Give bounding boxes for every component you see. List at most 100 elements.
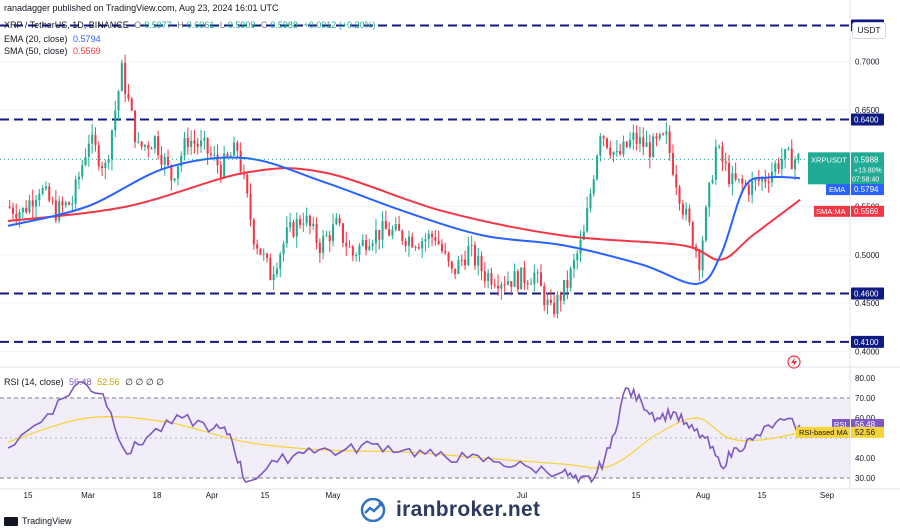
candle-body [114, 110, 117, 131]
candle-body [176, 166, 179, 179]
candle-body [596, 155, 599, 180]
candle-body [434, 237, 437, 241]
candle-body [490, 273, 493, 285]
candle-body [371, 243, 374, 247]
candle-body [361, 239, 364, 246]
candle-body [457, 259, 460, 274]
candle-body [216, 154, 219, 166]
low-label: L [219, 20, 225, 30]
ema-legend[interactable]: EMA (20, close) 0.5794 [4, 34, 104, 44]
indicator-name-bg [814, 205, 850, 217]
sma-legend[interactable]: SMA (50, close) 0.5569 [4, 46, 104, 56]
candle-body [794, 159, 797, 170]
rsi-value: 56.48 [855, 420, 876, 429]
low-value: 0.5909 [227, 20, 256, 30]
candle-body [335, 218, 338, 225]
candle-body [107, 158, 110, 163]
candle-body [444, 251, 447, 253]
time-tick-label: Sep [820, 491, 835, 500]
candle-body [523, 267, 526, 283]
candle-body [589, 193, 592, 209]
candle-body [586, 208, 589, 232]
candle-body [289, 222, 292, 228]
candle-body [170, 165, 173, 181]
candle-body [299, 219, 302, 225]
last-price-symbol: XRPUSDT [811, 155, 847, 164]
candle-body [708, 182, 711, 208]
candle-body [635, 132, 638, 144]
candle-body [272, 274, 275, 281]
candle-body [721, 146, 724, 162]
price-pane[interactable] [0, 24, 850, 343]
candle-body [87, 143, 90, 157]
candle-body [381, 221, 384, 240]
candle-body [404, 240, 407, 246]
candle-body [757, 179, 760, 182]
time-tick-label: 18 [153, 491, 162, 500]
indicator-value-bg [851, 205, 884, 217]
candle-body [104, 162, 107, 169]
rsi-ma-legend-value: 52.56 [97, 377, 120, 387]
candle-body [724, 161, 727, 164]
rsi-line [7, 381, 801, 484]
candle-body [421, 241, 424, 249]
candle-body [259, 248, 262, 255]
candle-body [374, 229, 377, 244]
candle-body [117, 91, 120, 111]
candle-body [761, 178, 764, 182]
rsi-pane[interactable] [0, 381, 850, 484]
candle-body [516, 271, 519, 290]
time-tick-label: Mar [81, 491, 95, 500]
candle-body [533, 272, 536, 284]
indicator-name-bg [826, 184, 850, 196]
price-tick-label: 0.6500 [855, 106, 880, 115]
candle-body [269, 257, 272, 281]
candle-body [305, 215, 308, 224]
candle-body [322, 236, 325, 254]
candle-body [77, 176, 80, 180]
candle-body [440, 244, 443, 252]
lightning-icon [787, 355, 801, 369]
candle-body [411, 236, 414, 248]
candle-body [394, 224, 397, 230]
ema20-line [7, 156, 801, 285]
candle-body [213, 154, 216, 156]
candle-body [219, 165, 222, 178]
candle-body [678, 187, 681, 204]
candle-body [642, 137, 645, 147]
symbol-title[interactable]: XRP / TetherUS, 1D, BINANCE [4, 20, 129, 30]
candle-body [688, 208, 691, 223]
candle-body [787, 148, 790, 150]
candle-body [602, 136, 605, 139]
rsi-name: RSI [834, 420, 847, 429]
level-label: 0.4100 [854, 338, 879, 347]
candle-body [625, 141, 628, 147]
candle-body [473, 244, 476, 266]
rsi-ma-value-bg [851, 426, 884, 438]
publisher-text: ranadagger published on TradingView.com,… [4, 3, 279, 13]
candle-body [747, 184, 750, 195]
candle-body [351, 246, 354, 256]
high-label: H [177, 20, 184, 30]
candle-body [447, 252, 450, 262]
currency-button[interactable]: USDT [852, 22, 886, 39]
candle-body [691, 222, 694, 247]
candle-body [559, 294, 562, 301]
tradingview-logo-icon [4, 516, 18, 526]
indicator-value-bg [851, 184, 884, 196]
candle-body [8, 206, 11, 208]
candle-body [668, 131, 671, 153]
candle-body [681, 203, 684, 215]
rsi-tick-label: 30.00 [855, 474, 876, 483]
candle-body [315, 223, 318, 243]
candle-body [18, 212, 21, 219]
candle-body [127, 93, 130, 99]
rsi-legend[interactable]: RSI (14, close) 56.48 52.56 ∅ ∅ ∅ ∅ [4, 377, 167, 388]
candle-body [566, 280, 569, 288]
price-tick-label: 0.4000 [855, 348, 880, 357]
candle-body [576, 253, 579, 261]
time-tick-label: 15 [261, 491, 270, 500]
candle-body [556, 294, 559, 314]
candle-body [365, 239, 368, 250]
